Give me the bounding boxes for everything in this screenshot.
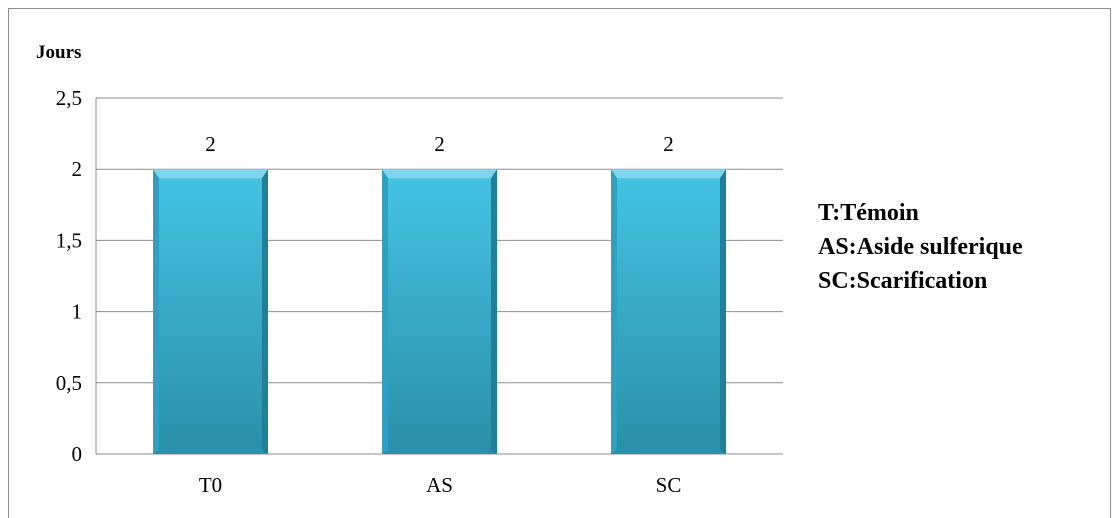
bar	[153, 169, 268, 454]
category-legend: T:Témoin AS:Aside sulferique SC:Scarific…	[818, 196, 1023, 298]
y-tick-label: 2,5	[56, 86, 82, 110]
bar-bevel-top	[153, 169, 268, 179]
bar-bevel-top	[382, 169, 497, 179]
legend-note-t: T:Témoin	[818, 200, 919, 226]
bar-bevel-top	[611, 169, 726, 179]
bar-bevel-left	[382, 169, 388, 454]
bar-bevel-left	[153, 169, 159, 454]
bar-body	[382, 169, 497, 454]
x-tick-label: T0	[199, 473, 222, 497]
chart-frame	[8, 8, 1111, 518]
y-axis-label: Jours	[36, 42, 81, 63]
y-tick-label: 1	[72, 300, 83, 324]
y-tick-label: 0,5	[56, 371, 82, 395]
x-tick-label: SC	[656, 473, 682, 497]
x-tick-label: AS	[426, 473, 453, 497]
bar-bevel-right	[262, 169, 268, 454]
y-tick-label: 1,5	[56, 228, 82, 252]
data-label: 2	[663, 132, 674, 156]
bar-body	[153, 169, 268, 454]
bar	[382, 169, 497, 454]
bar-body	[611, 169, 726, 454]
bar-bevel-left	[611, 169, 617, 454]
y-tick-label: 2	[72, 157, 83, 181]
legend-note-sc: SC:Scarification	[818, 268, 988, 294]
bar-bevel-right	[720, 169, 726, 454]
data-label: 2	[205, 132, 216, 156]
bar-bevel-right	[491, 169, 497, 454]
y-tick-label: 0	[72, 442, 83, 466]
data-label: 2	[434, 132, 445, 156]
legend-note-as: AS:Aside sulferique	[818, 234, 1023, 260]
bar	[611, 169, 726, 454]
